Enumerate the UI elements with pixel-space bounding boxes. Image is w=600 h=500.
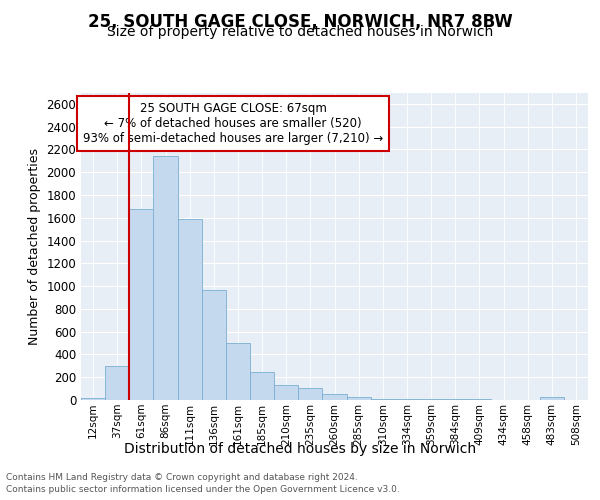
Bar — [178, 219, 202, 400]
Bar — [540, 397, 564, 400]
Bar — [202, 290, 226, 400]
Y-axis label: Number of detached properties: Number of detached properties — [28, 148, 41, 345]
Text: 25 SOUTH GAGE CLOSE: 67sqm
← 7% of detached houses are smaller (520)
93% of semi: 25 SOUTH GAGE CLOSE: 67sqm ← 7% of detac… — [83, 102, 383, 144]
Bar — [226, 343, 250, 400]
Bar — [105, 366, 129, 400]
Text: Contains HM Land Registry data © Crown copyright and database right 2024.: Contains HM Land Registry data © Crown c… — [6, 472, 358, 482]
Bar — [81, 398, 105, 400]
Text: Contains public sector information licensed under the Open Government Licence v3: Contains public sector information licen… — [6, 485, 400, 494]
Bar — [371, 399, 395, 400]
Bar — [395, 399, 419, 400]
Bar — [154, 156, 178, 400]
Bar — [347, 396, 371, 400]
Text: Distribution of detached houses by size in Norwich: Distribution of detached houses by size … — [124, 442, 476, 456]
Bar — [250, 372, 274, 400]
Text: Size of property relative to detached houses in Norwich: Size of property relative to detached ho… — [107, 25, 493, 39]
Bar — [129, 208, 154, 400]
Bar — [274, 385, 298, 400]
Bar — [322, 394, 347, 400]
Bar — [298, 388, 322, 400]
Text: 25, SOUTH GAGE CLOSE, NORWICH, NR7 8BW: 25, SOUTH GAGE CLOSE, NORWICH, NR7 8BW — [88, 12, 512, 30]
